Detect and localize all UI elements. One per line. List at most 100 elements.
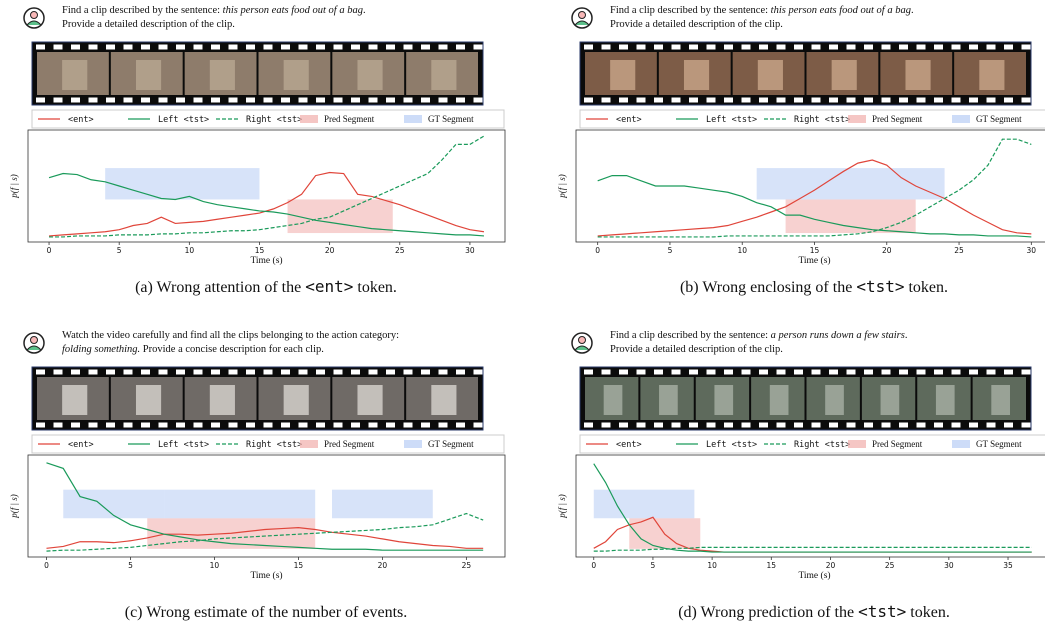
segment xyxy=(164,490,315,519)
y-axis-label: p(f | s) xyxy=(557,494,567,518)
sprocket-hole xyxy=(474,423,483,428)
x-tick-label: 5 xyxy=(668,246,673,255)
instruction-line: Provide a detailed description of the cl… xyxy=(62,19,235,30)
sprocket-hole xyxy=(404,423,413,428)
sprocket-hole xyxy=(264,370,273,375)
text-run: token. xyxy=(906,604,950,621)
sprocket-hole xyxy=(54,98,63,103)
sprocket-hole xyxy=(36,423,45,428)
sprocket-hole xyxy=(724,45,733,50)
sprocket-hole xyxy=(106,45,115,50)
instruction-line: Provide a detailed description of the cl… xyxy=(610,19,783,30)
sprocket-hole xyxy=(934,423,943,428)
sprocket-hole xyxy=(89,45,98,50)
sprocket-hole xyxy=(316,98,325,103)
sprocket-hole xyxy=(71,370,80,375)
sprocket-hole xyxy=(176,370,185,375)
sprocket-hole xyxy=(194,45,203,50)
legend-swatch xyxy=(300,440,318,448)
sprocket-hole xyxy=(602,370,611,375)
avatar-head xyxy=(31,12,38,19)
sprocket-hole xyxy=(106,423,115,428)
sprocket-hole xyxy=(777,45,786,50)
sprocket-hole xyxy=(672,45,681,50)
sprocket-hole xyxy=(847,423,856,428)
sprocket-hole xyxy=(229,423,238,428)
sprocket-hole xyxy=(246,370,255,375)
italic-run: this person eats food out of a bag xyxy=(771,5,911,16)
sprocket-hole xyxy=(369,98,378,103)
sprocket-hole xyxy=(264,423,273,428)
instruction-line: Find a clip described by the sentence: t… xyxy=(610,5,914,16)
instruction-line: Watch the video carefully and find all t… xyxy=(62,330,399,341)
sprocket-hole xyxy=(106,98,115,103)
sprocket-hole xyxy=(456,370,465,375)
frame-detail xyxy=(881,385,900,415)
sprocket-hole xyxy=(934,370,943,375)
sprocket-hole xyxy=(689,423,698,428)
x-tick-label: 25 xyxy=(395,246,405,255)
segment xyxy=(105,168,259,199)
frame-detail xyxy=(210,60,235,90)
sprocket-hole xyxy=(141,45,150,50)
sprocket-hole xyxy=(246,45,255,50)
sprocket-hole xyxy=(672,98,681,103)
sprocket-hole xyxy=(969,45,978,50)
x-tick-label: 15 xyxy=(767,561,777,570)
sprocket-hole xyxy=(404,45,413,50)
sprocket-hole xyxy=(952,98,961,103)
sprocket-hole xyxy=(882,98,891,103)
x-tick-label: 15 xyxy=(294,561,304,570)
frame-detail xyxy=(714,385,733,415)
x-tick-label: 25 xyxy=(954,246,964,255)
x-tick-label: 20 xyxy=(882,246,892,255)
sprocket-hole xyxy=(584,370,593,375)
sprocket-hole xyxy=(176,98,185,103)
sprocket-hole xyxy=(584,45,593,50)
sprocket-hole xyxy=(934,98,943,103)
legend-label: <ent> xyxy=(68,440,94,450)
text-run: token. xyxy=(353,279,397,296)
y-axis-label: p(f | s) xyxy=(9,494,19,518)
sprocket-hole xyxy=(899,370,908,375)
legend-swatch xyxy=(848,115,866,123)
sprocket-hole xyxy=(759,98,768,103)
sprocket-hole xyxy=(602,98,611,103)
legend-swatch xyxy=(404,440,422,448)
frame-detail xyxy=(684,60,709,90)
sprocket-hole xyxy=(619,45,628,50)
sprocket-hole xyxy=(882,370,891,375)
sprocket-hole xyxy=(404,98,413,103)
sprocket-hole xyxy=(777,423,786,428)
sprocket-hole xyxy=(246,423,255,428)
sprocket-hole xyxy=(246,98,255,103)
x-tick-label: 0 xyxy=(44,561,49,570)
sprocket-hole xyxy=(281,423,290,428)
sprocket-hole xyxy=(229,370,238,375)
sprocket-hole xyxy=(654,98,663,103)
sprocket-hole xyxy=(812,45,821,50)
sprocket-hole xyxy=(952,45,961,50)
sprocket-hole xyxy=(794,423,803,428)
sprocket-hole xyxy=(89,423,98,428)
legend-swatch xyxy=(404,115,422,123)
figure: Find a clip described by the sentence: t… xyxy=(0,0,1045,635)
code-run: <tst> xyxy=(856,277,904,296)
panel: Find a clip described by the sentence: a… xyxy=(557,330,1045,621)
sprocket-hole xyxy=(71,98,80,103)
sprocket-hole xyxy=(847,98,856,103)
frame-detail xyxy=(659,385,678,415)
sprocket-hole xyxy=(987,423,996,428)
frame-detail xyxy=(431,60,456,90)
sprocket-hole xyxy=(439,98,448,103)
sprocket-hole xyxy=(421,45,430,50)
sprocket-hole xyxy=(882,423,891,428)
sprocket-hole xyxy=(89,98,98,103)
panel: Find a clip described by the sentence: t… xyxy=(9,5,505,296)
sprocket-hole xyxy=(829,45,838,50)
sprocket-hole xyxy=(899,45,908,50)
sprocket-hole xyxy=(54,370,63,375)
text-run: (d) Wrong prediction of the xyxy=(678,604,858,621)
sprocket-hole xyxy=(229,98,238,103)
sprocket-hole xyxy=(707,45,716,50)
